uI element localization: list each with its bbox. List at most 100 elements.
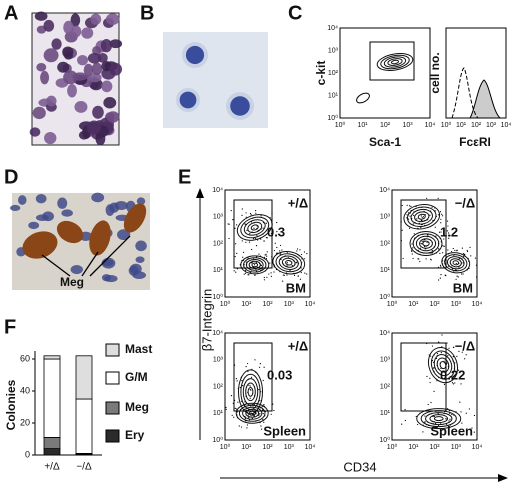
cell bbox=[61, 209, 73, 217]
event bbox=[236, 268, 239, 270]
event bbox=[464, 254, 466, 256]
x-tick-label: 10³ bbox=[451, 444, 462, 451]
event bbox=[401, 229, 403, 231]
cell bbox=[136, 197, 146, 205]
cell bbox=[92, 105, 104, 119]
contour bbox=[441, 252, 471, 274]
y-tick-label: 10² bbox=[328, 70, 339, 77]
event bbox=[254, 274, 256, 277]
gate bbox=[233, 342, 273, 412]
event bbox=[242, 256, 244, 258]
nucleus bbox=[179, 91, 197, 109]
legend-label: G/M bbox=[125, 370, 148, 384]
cell bbox=[106, 111, 120, 123]
event bbox=[438, 424, 440, 427]
y-tick-label: 10² bbox=[380, 383, 391, 390]
x-tick-label: 10³ bbox=[284, 301, 295, 308]
genotype: +/Δ bbox=[288, 195, 309, 210]
x-tick-label: 10² bbox=[471, 122, 482, 129]
nucleus bbox=[230, 96, 250, 116]
x-tick-label: 10⁴ bbox=[305, 444, 316, 451]
legend-swatch bbox=[105, 371, 120, 385]
event bbox=[296, 248, 299, 250]
contour bbox=[251, 262, 259, 268]
cell bbox=[117, 229, 131, 241]
event bbox=[306, 252, 308, 255]
event bbox=[404, 409, 406, 411]
x-tick-label: 10⁰ bbox=[335, 121, 346, 129]
cell bbox=[71, 25, 82, 38]
cell bbox=[103, 97, 117, 109]
arrow bbox=[89, 235, 131, 277]
event bbox=[417, 258, 419, 260]
event bbox=[248, 384, 250, 386]
axis-title: FcεRI bbox=[459, 135, 491, 149]
event bbox=[439, 277, 441, 279]
event bbox=[421, 219, 423, 222]
event bbox=[421, 216, 423, 219]
event bbox=[250, 412, 252, 414]
event bbox=[245, 261, 247, 263]
x-tick-label: 10² bbox=[380, 122, 391, 129]
y-tick-label: 10⁰ bbox=[327, 114, 338, 122]
event bbox=[255, 237, 257, 239]
cell bbox=[81, 27, 94, 39]
event bbox=[448, 347, 450, 349]
event bbox=[448, 420, 450, 422]
event bbox=[276, 221, 278, 224]
contour bbox=[425, 412, 453, 426]
event bbox=[425, 258, 427, 260]
event bbox=[461, 247, 463, 249]
event bbox=[460, 411, 462, 413]
event bbox=[435, 422, 437, 424]
event bbox=[270, 272, 272, 274]
event bbox=[431, 345, 434, 347]
cell bbox=[63, 51, 73, 60]
event bbox=[246, 229, 248, 231]
event bbox=[411, 253, 413, 255]
event bbox=[427, 403, 429, 406]
cell bbox=[95, 131, 106, 146]
event bbox=[473, 431, 475, 433]
event bbox=[444, 274, 446, 276]
event bbox=[253, 227, 255, 229]
contour bbox=[387, 58, 403, 66]
arrow bbox=[81, 251, 99, 277]
cell bbox=[108, 62, 123, 76]
event bbox=[437, 412, 439, 415]
event bbox=[440, 231, 442, 233]
contour bbox=[422, 240, 430, 247]
event bbox=[286, 262, 288, 264]
event bbox=[235, 408, 238, 410]
event bbox=[225, 408, 227, 410]
megakaryocyte bbox=[123, 203, 147, 233]
event bbox=[421, 240, 423, 242]
event bbox=[274, 242, 276, 244]
cell bbox=[109, 39, 123, 49]
event bbox=[252, 413, 255, 415]
event bbox=[452, 356, 454, 358]
event bbox=[258, 253, 260, 255]
event bbox=[263, 404, 265, 406]
contour bbox=[245, 382, 256, 402]
cell bbox=[34, 11, 48, 21]
event bbox=[279, 250, 281, 252]
contour bbox=[247, 386, 254, 397]
event bbox=[440, 218, 442, 220]
y-tick-label: 10³ bbox=[380, 214, 391, 221]
event bbox=[417, 423, 419, 426]
event bbox=[446, 362, 448, 364]
event bbox=[259, 400, 261, 402]
event bbox=[464, 358, 466, 360]
event bbox=[275, 252, 278, 254]
contour bbox=[446, 256, 465, 270]
event bbox=[447, 225, 449, 227]
x-tick-label: 10⁰ bbox=[387, 300, 398, 308]
event bbox=[255, 245, 258, 247]
event bbox=[442, 245, 444, 247]
legend-swatch bbox=[105, 401, 120, 415]
megakaryocyte bbox=[22, 231, 58, 259]
event bbox=[429, 355, 432, 357]
event bbox=[245, 216, 247, 218]
event bbox=[303, 258, 305, 260]
